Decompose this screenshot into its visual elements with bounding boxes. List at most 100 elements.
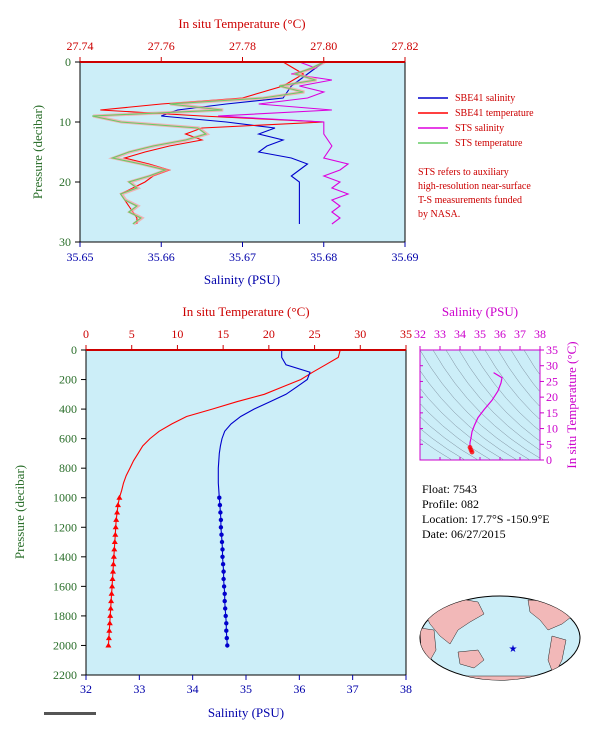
ts-salinity-tick-label: 36 [494, 327, 506, 341]
main-temp-tick-label: 20 [263, 327, 275, 341]
near-surface-temp-tick-label: 27.74 [67, 39, 94, 53]
profile-date: Date: 06/27/2015 [422, 527, 506, 541]
main-salinity-tick-label: 36 [293, 682, 305, 696]
world-map: ★ [419, 595, 581, 681]
main-pressure-tick-label: 200 [59, 373, 77, 387]
near-surface-pressure-tick-label: 10 [59, 115, 71, 129]
near-surface-series-group [92, 60, 350, 226]
main-temp-tick-label: 35 [400, 327, 412, 341]
main-salinity-marker [217, 502, 223, 508]
ts-diagram-temp-label: In situ Temperature (°C) [564, 341, 579, 468]
ts-salinity-tick-label: 32 [414, 327, 426, 341]
main-temperature-marker [108, 598, 115, 604]
main-temperature-marker [107, 605, 114, 611]
float-info-block: Float: 7543 Profile: 082 Location: 17.7°… [422, 482, 550, 541]
ts-temp-tick-label: 35 [546, 343, 558, 357]
main-salinity-marker [221, 576, 226, 582]
ts-density-contour [484, 350, 540, 420]
main-salinity-marker [220, 554, 225, 559]
ts-density-contour [420, 416, 479, 460]
main-temperature-marker [105, 642, 112, 648]
footer-credit-mark [44, 712, 96, 715]
ts-temp-tick-label: 20 [546, 390, 558, 404]
main-temperature-marker [112, 531, 119, 537]
legend: SBE41 salinity SBE41 temperature STS sal… [418, 93, 534, 220]
legend-note-line-1: STS refers to auxiliary [418, 167, 509, 178]
main-salinity-marker [218, 510, 223, 515]
ts-temp-tick-label: 30 [546, 359, 558, 373]
profile-number: Profile: 082 [422, 497, 479, 511]
ts-profile-deep-point [469, 449, 475, 455]
main-pressure-tick-label: 1200 [53, 520, 77, 534]
main-profile-pressure-label: Pressure (decibar) [12, 465, 27, 559]
ts-salinity-tick-label: 38 [534, 327, 546, 341]
main-profile-plot-area [85, 349, 407, 676]
main-temperature-marker [113, 516, 120, 522]
main-temperature-marker [110, 553, 117, 559]
ts-density-contour [420, 428, 466, 460]
main-profile-ticks: 0 5 10 15 20 25 30 35 32 33 34 35 36 37 38 0 200 400 600 80… [53, 327, 412, 696]
float-location-marker: ★ [509, 644, 518, 655]
main-salinity-marker [222, 598, 227, 604]
near-surface-pressure-tick-label: 30 [59, 235, 71, 249]
ts-temp-tick-label: 10 [546, 422, 558, 436]
near-surface-salinity-tick-label: 35.67 [229, 250, 256, 264]
ts-density-contour [420, 438, 453, 460]
main-pressure-tick-label: 600 [59, 432, 77, 446]
main-temperature-marker [111, 539, 118, 544]
ts-salinity-tick-label: 34 [454, 327, 466, 341]
legend-note-line-3: T-S measurements funded [418, 195, 522, 206]
near-surface-panel: 27.74 27.76 27.78 27.80 27.82 35.65 35.66 35.67… [30, 16, 419, 287]
near-surface-salinity-tick-label: 35.69 [392, 250, 419, 264]
main-salinity-tick-label: 38 [400, 682, 412, 696]
ts-density-contour [510, 350, 540, 393]
main-temperature-marker [108, 590, 115, 596]
ts-temp-tick-label: 5 [546, 437, 552, 451]
main-pressure-tick-label: 800 [59, 461, 77, 475]
map-land-australia [457, 649, 485, 669]
main-profile-salinity-title: Salinity (PSU) [208, 705, 284, 720]
main-temp-tick-label: 15 [217, 327, 229, 341]
ts-salinity-tick-label: 37 [514, 327, 526, 341]
main-temperature-marker [109, 576, 116, 581]
near-surface-sts-temperature-line [92, 61, 325, 225]
main-temperature-marker [112, 524, 119, 530]
legend-note-line-2: high-resolution near-surface [418, 181, 531, 192]
near-surface-temp-tick-label: 27.76 [148, 39, 175, 53]
near-surface-salinity-tick-label: 35.68 [310, 250, 337, 264]
near-surface-salinity-title: Salinity (PSU) [204, 272, 280, 287]
near-surface-temp-title: In situ Temperature (°C) [178, 16, 305, 31]
main-temperature-marker [110, 568, 116, 574]
ts-density-contours [420, 350, 540, 460]
main-temperature-marker [107, 612, 114, 618]
main-temperature-marker [110, 561, 117, 567]
main-temperature-marker [106, 627, 113, 633]
main-salinity-marker [224, 628, 229, 633]
main-pressure-tick-label: 1600 [53, 579, 77, 593]
ts-salinity-tick-label: 33 [434, 327, 446, 341]
main-temperature-marker [111, 546, 118, 552]
main-salinity-marker [224, 621, 229, 626]
near-surface-temp-tick-label: 27.80 [310, 39, 337, 53]
near-surface-salinity-tick-label: 35.65 [67, 250, 94, 264]
map-land-antarctica [429, 675, 571, 680]
float-location: Location: 17.7°S -150.9°E [422, 512, 550, 526]
ts-density-contour [471, 350, 540, 432]
main-pressure-tick-label: 1000 [53, 491, 77, 505]
ts-density-contour [420, 387, 505, 460]
main-salinity-marker [220, 547, 225, 552]
main-salinity-tick-label: 35 [240, 682, 252, 696]
main-temperature-marker [116, 494, 123, 500]
near-surface-temp-tick-label: 27.78 [229, 39, 256, 53]
ts-temp-tick-label: 15 [546, 406, 558, 420]
ts-diagram-salinity-title: Salinity (PSU) [442, 304, 518, 319]
legend-label-sts-temperature: STS temperature [455, 138, 523, 149]
main-temperature-marker [114, 509, 121, 515]
main-salinity-marker [221, 584, 227, 589]
legend-label-sts-salinity: STS salinity [455, 123, 504, 134]
ts-diagram-plot-area [419, 349, 541, 461]
main-salinity-marker [219, 539, 225, 545]
